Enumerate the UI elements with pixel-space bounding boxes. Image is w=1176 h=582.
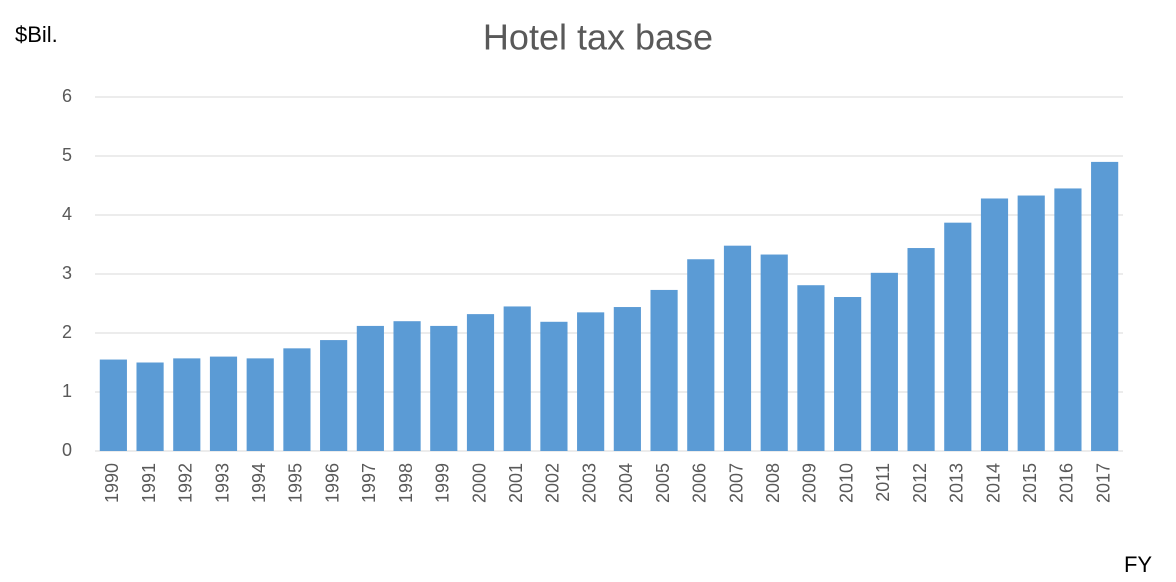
x-tick-label: 1991 <box>139 463 159 503</box>
x-tick-label: 1992 <box>176 463 196 503</box>
bar <box>1017 195 1045 451</box>
bar <box>907 248 935 451</box>
x-tick-label: 2002 <box>543 463 563 503</box>
bar <box>356 325 384 451</box>
bar <box>650 289 678 451</box>
bar <box>1091 161 1119 451</box>
bar <box>99 359 127 451</box>
x-tick-label: 1994 <box>249 463 269 503</box>
y-tick-label: 5 <box>62 145 72 165</box>
x-tick-label: 1995 <box>286 463 306 503</box>
x-tick-label: 2008 <box>763 463 783 503</box>
y-tick-label: 0 <box>62 440 72 460</box>
bar <box>1054 188 1082 451</box>
x-tick-label: 1999 <box>433 463 453 503</box>
y-axis-label: $Bil. <box>15 22 58 47</box>
y-tick-label: 3 <box>62 263 72 283</box>
x-tick-label: 2003 <box>579 463 599 503</box>
bar <box>577 312 605 451</box>
bar <box>834 297 862 451</box>
bar <box>503 306 531 451</box>
x-tick-label: 2010 <box>836 463 856 503</box>
bar <box>870 272 898 451</box>
x-tick-label: 2001 <box>506 463 526 503</box>
bar <box>246 358 274 451</box>
bar <box>760 254 788 451</box>
x-tick-label: 2015 <box>1020 463 1040 503</box>
bar <box>980 198 1009 451</box>
x-tick-label: 2009 <box>800 463 820 503</box>
x-tick-label: 1993 <box>212 463 232 503</box>
x-tick-label: 2004 <box>616 463 636 503</box>
chart-title: Hotel tax base <box>483 17 713 58</box>
x-tick-label: 2014 <box>983 463 1003 503</box>
x-tick-label: 1997 <box>359 463 379 503</box>
bar <box>466 314 495 451</box>
bar <box>283 348 311 451</box>
x-tick-label: 2000 <box>469 463 489 503</box>
x-tick-label: 2012 <box>910 463 930 503</box>
bar <box>944 222 972 451</box>
bar <box>797 285 825 451</box>
x-tick-label: 2017 <box>1093 463 1113 503</box>
bar <box>320 340 348 451</box>
x-tick-label: 2007 <box>726 463 746 503</box>
x-tick-label: 2005 <box>653 463 673 503</box>
bar <box>430 325 458 451</box>
bar <box>613 307 641 451</box>
x-tick-label: 2013 <box>947 463 967 503</box>
bar <box>540 321 568 451</box>
x-tick-label: 1990 <box>102 463 122 503</box>
x-tick-label: 2016 <box>1057 463 1077 503</box>
y-tick-label: 2 <box>62 322 72 342</box>
y-tick-label: 4 <box>62 204 72 224</box>
bar <box>136 362 164 451</box>
bar <box>393 321 421 451</box>
x-tick-label: 1996 <box>322 463 342 503</box>
y-tick-label: 6 <box>62 86 72 106</box>
bar <box>723 245 752 451</box>
x-tick-label: 2011 <box>873 463 893 502</box>
bar <box>687 259 715 451</box>
y-tick-label: 1 <box>62 381 72 401</box>
bar <box>209 356 238 451</box>
bar <box>173 358 201 451</box>
x-tick-label: 2006 <box>690 463 710 503</box>
x-axis-label: FY <box>1124 552 1152 577</box>
x-tick-label: 1998 <box>396 463 416 503</box>
